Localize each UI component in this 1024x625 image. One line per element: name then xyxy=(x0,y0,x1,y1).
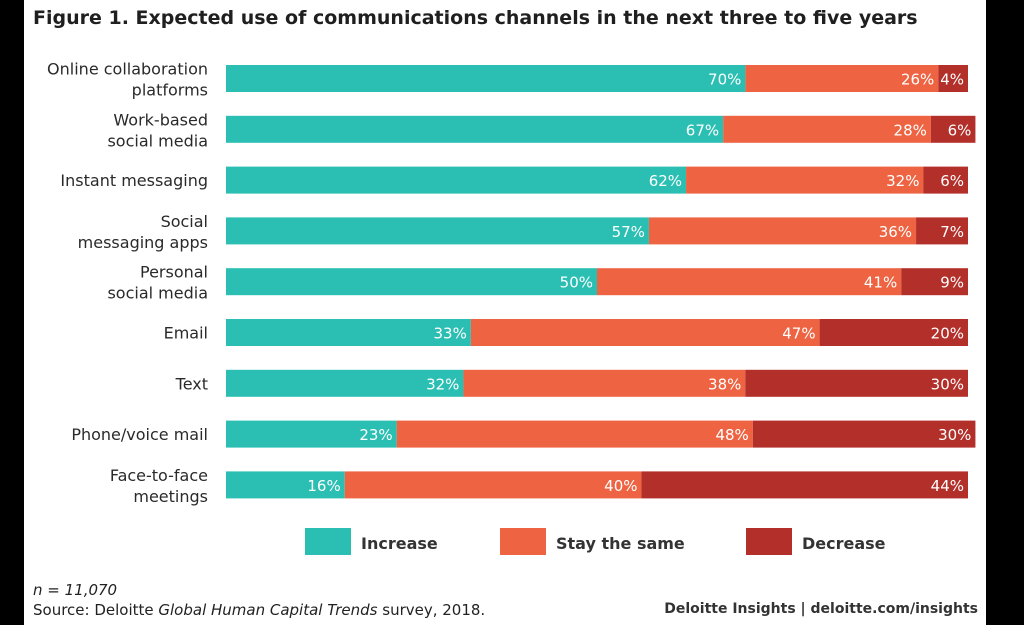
chart-title: Figure 1. Expected use of communications… xyxy=(33,7,918,29)
bar-decrease-work-based-social-media xyxy=(930,115,976,143)
value-label-stay-the-same-online-collaboration-platforms: 26% xyxy=(901,71,934,89)
bar-decrease-instant-messaging xyxy=(923,166,968,194)
bar-increase-social-messaging-apps xyxy=(226,217,649,245)
value-label-stay-the-same-personal-social-media: 41% xyxy=(864,274,897,292)
value-label-decrease-online-collaboration-platforms: 4% xyxy=(940,71,964,89)
bar-decrease-email xyxy=(819,319,968,346)
value-label-increase-phone-voice-mail: 23% xyxy=(359,426,392,444)
stacked-bar-chart: Figure 1. Expected use of communications… xyxy=(33,7,976,555)
bar-increase-email xyxy=(226,319,471,346)
bar-stay-the-same-text xyxy=(463,369,746,397)
value-label-increase-personal-social-media: 50% xyxy=(560,274,593,292)
legend-label-stay-the-same: Stay the same xyxy=(556,534,685,553)
sample-size-note: n = 11,070 xyxy=(33,581,118,599)
bar-decrease-phone-voice-mail xyxy=(752,420,976,448)
value-label-increase-instant-messaging: 62% xyxy=(649,172,682,190)
category-labels: Online collaboration platforms Work-based s… xyxy=(47,60,208,506)
source-note: Source: Deloitte Global Human Capital Tr… xyxy=(33,601,485,619)
value-label-decrease-phone-voice-mail: 30% xyxy=(938,426,971,444)
bar-decrease-online-collaboration-platforms xyxy=(938,65,968,92)
category-label-work-based-social-media: Work-based social media xyxy=(107,110,208,150)
category-label-email: Email xyxy=(164,324,208,343)
bar-decrease-social-messaging-apps xyxy=(916,217,968,245)
value-label-decrease-personal-social-media: 9% xyxy=(940,274,964,292)
legend-swatch-decrease xyxy=(746,528,792,555)
source-suffix: survey, 2018. xyxy=(377,601,486,619)
bar-increase-personal-social-media xyxy=(226,268,597,296)
value-label-decrease-text: 30% xyxy=(931,375,964,393)
value-label-decrease-face-to-face-meetings: 44% xyxy=(931,477,964,495)
data-labels: 70% 26% 4% 67% 28% 6% 62% 32% 6% 57% 36% 7% 50% 41% 9%… xyxy=(307,71,971,495)
category-label-face-to-face-meetings: Face-to-face meetings xyxy=(110,466,208,506)
value-label-increase-face-to-face-meetings: 16% xyxy=(307,477,340,495)
bar-stay-the-same-face-to-face-meetings xyxy=(344,471,642,499)
value-label-decrease-email: 20% xyxy=(931,325,964,343)
bars xyxy=(226,65,976,499)
bar-stay-the-same-social-messaging-apps xyxy=(648,217,917,245)
legend: Increase Stay the same Decrease xyxy=(305,528,886,555)
bar-decrease-face-to-face-meetings xyxy=(641,471,968,499)
value-label-increase-text: 32% xyxy=(426,375,459,393)
value-label-increase-social-messaging-apps: 57% xyxy=(612,223,645,241)
value-label-increase-email: 33% xyxy=(434,325,467,343)
value-label-stay-the-same-email: 47% xyxy=(782,325,815,343)
bar-stay-the-same-online-collaboration-platforms xyxy=(745,65,939,92)
category-label-phone-voice-mail: Phone/voice mail xyxy=(71,425,208,444)
legend-label-increase: Increase xyxy=(361,534,438,553)
value-label-stay-the-same-instant-messaging: 32% xyxy=(886,172,919,190)
bar-stay-the-same-email xyxy=(470,319,820,346)
value-label-stay-the-same-social-messaging-apps: 36% xyxy=(879,223,912,241)
bar-stay-the-same-instant-messaging xyxy=(686,166,924,194)
bar-increase-phone-voice-mail xyxy=(226,420,397,448)
source-survey-name: Global Human Capital Trends xyxy=(158,601,378,619)
value-label-stay-the-same-work-based-social-media: 28% xyxy=(894,121,927,139)
brand-credit: Deloitte Insights | deloitte.com/insight… xyxy=(664,601,978,617)
bar-stay-the-same-personal-social-media xyxy=(597,268,902,296)
category-label-instant-messaging: Instant messaging xyxy=(60,171,208,190)
bar-stay-the-same-work-based-social-media xyxy=(723,115,931,143)
value-label-stay-the-same-phone-voice-mail: 48% xyxy=(715,426,748,444)
value-label-decrease-work-based-social-media: 6% xyxy=(948,121,972,139)
legend-label-decrease: Decrease xyxy=(802,534,886,553)
category-label-personal-social-media: Personal social media xyxy=(107,263,208,303)
category-label-text: Text xyxy=(175,374,208,393)
category-label-social-messaging-apps: Social messaging apps xyxy=(78,212,208,252)
category-label-online-collaboration-platforms: Online collaboration platforms xyxy=(47,60,208,100)
bar-increase-work-based-social-media xyxy=(226,115,724,143)
value-label-increase-online-collaboration-platforms: 70% xyxy=(708,71,741,89)
bar-decrease-personal-social-media xyxy=(901,268,968,296)
bar-increase-instant-messaging xyxy=(226,166,687,194)
value-label-stay-the-same-face-to-face-meetings: 40% xyxy=(604,477,637,495)
bar-increase-online-collaboration-platforms xyxy=(226,65,746,92)
bar-stay-the-same-phone-voice-mail xyxy=(396,420,753,448)
bar-increase-face-to-face-meetings xyxy=(226,471,345,499)
source-prefix: Source: Deloitte xyxy=(33,601,159,619)
legend-swatch-stay-the-same xyxy=(500,528,546,555)
bar-decrease-text xyxy=(745,369,968,397)
bar-increase-text xyxy=(226,369,464,397)
value-label-decrease-instant-messaging: 6% xyxy=(940,172,964,190)
value-label-stay-the-same-text: 38% xyxy=(708,375,741,393)
value-label-decrease-social-messaging-apps: 7% xyxy=(940,223,964,241)
chart-canvas: Figure 1. Expected use of communications… xyxy=(24,0,986,625)
legend-swatch-increase xyxy=(305,528,351,555)
value-label-increase-work-based-social-media: 67% xyxy=(686,121,719,139)
